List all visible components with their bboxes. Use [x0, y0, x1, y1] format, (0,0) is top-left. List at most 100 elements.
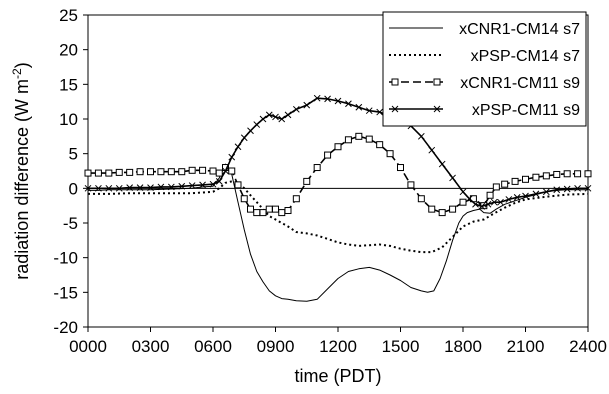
series-point: [334, 97, 342, 105]
series-point: [167, 183, 175, 191]
x-tick-label: 2100: [507, 337, 545, 356]
series-point: [292, 105, 300, 113]
legend-marker: [433, 78, 441, 86]
legend-marker: [391, 105, 399, 113]
series-point: [478, 203, 486, 210]
series-point: [505, 196, 513, 203]
series-point: [345, 100, 352, 108]
series-point: [84, 169, 92, 177]
series-point: [532, 173, 540, 181]
x-tick-label: 1200: [319, 337, 357, 356]
series-point: [542, 188, 550, 196]
series-point: [449, 205, 457, 213]
series-point: [94, 169, 102, 177]
series-point: [247, 205, 254, 213]
series-point: [199, 181, 206, 189]
series-point: [105, 184, 113, 192]
legend-item: xCNR1-CM11 s9: [389, 75, 580, 92]
x-tick-label: 2400: [569, 337, 607, 356]
series-point: [136, 168, 144, 176]
series-point: [147, 168, 154, 176]
series-point: [324, 95, 331, 103]
series-point: [265, 205, 273, 213]
y-axis-ticks: -20 -15 -10 -5 0 5 10 15 20 25: [53, 6, 88, 337]
series-point: [334, 143, 342, 151]
y-tick-label: 0: [69, 179, 78, 198]
y-axis-label: radiation difference (W m-2): [10, 62, 32, 279]
series-point: [278, 115, 286, 123]
series-point: [417, 195, 425, 203]
series-point: [484, 200, 492, 208]
series-point: [247, 127, 254, 135]
series-point: [115, 168, 123, 176]
x-tick-label: 1500: [382, 337, 420, 356]
series-point: [449, 174, 456, 182]
series-point: [492, 183, 500, 191]
series-line: [88, 180, 589, 254]
series-point: [126, 184, 134, 191]
series-point: [272, 113, 279, 121]
series-point: [215, 169, 223, 177]
series-point: [553, 186, 561, 194]
series-point: [522, 192, 529, 200]
series-point: [199, 166, 207, 174]
series-point: [178, 168, 186, 176]
series-point: [428, 205, 436, 213]
series-point: [459, 198, 467, 206]
series-point: [167, 168, 175, 176]
legend-marker: [433, 105, 441, 113]
series-point: [459, 188, 467, 196]
series-point: [417, 132, 425, 140]
series-point: [584, 184, 592, 192]
series-point: [365, 107, 373, 115]
series-point: [157, 183, 165, 191]
series-point: [407, 181, 415, 189]
series-point: [553, 170, 561, 178]
x-axis-label: time (PDT): [295, 366, 382, 386]
x-tick-label: 0600: [194, 337, 232, 356]
series-point: [222, 167, 229, 175]
y-axis-label-main: radiation difference (W m: [12, 79, 32, 280]
series-point: [497, 198, 504, 206]
series-point: [234, 181, 242, 189]
series-point: [303, 101, 311, 109]
series-point: [584, 170, 592, 178]
series-point: [355, 132, 363, 140]
series-point: [136, 184, 144, 191]
series-point: [574, 170, 582, 178]
series-point: [228, 167, 236, 175]
x-tick-label: 0000: [69, 337, 107, 356]
series-point: [465, 195, 473, 203]
series-point: [438, 209, 446, 217]
series-point: [344, 136, 352, 144]
legend-item: xPSP-CM14 s7: [389, 48, 580, 65]
series-point: [313, 94, 321, 102]
series-point: [95, 184, 102, 192]
series-point: [376, 108, 384, 116]
y-tick-label: -15: [53, 283, 78, 302]
y-tick-label: -20: [53, 318, 78, 337]
legend-label: xCNR1-CM14 s7: [459, 21, 580, 38]
series-point: [126, 168, 134, 176]
series-point: [532, 190, 540, 198]
series-point: [365, 135, 373, 143]
series-point: [278, 209, 286, 217]
y-tick-label: 25: [59, 6, 78, 25]
series-layer: [84, 94, 592, 302]
series-point: [178, 182, 186, 190]
series-point: [574, 184, 581, 192]
series-point: [284, 207, 292, 215]
series-point: [84, 184, 92, 192]
legend-label: xCNR1-CM11 s9: [460, 75, 580, 92]
legend-label: xPSP-CM14 s7: [471, 48, 580, 65]
series-2: [88, 180, 589, 254]
series-point: [265, 111, 273, 119]
y-tick-label: 5: [69, 145, 78, 164]
series-point: [215, 178, 223, 185]
series-point: [324, 151, 332, 159]
series-point: [513, 193, 521, 201]
series-point: [292, 195, 300, 203]
series-point: [303, 177, 311, 185]
series-point: [284, 111, 292, 119]
